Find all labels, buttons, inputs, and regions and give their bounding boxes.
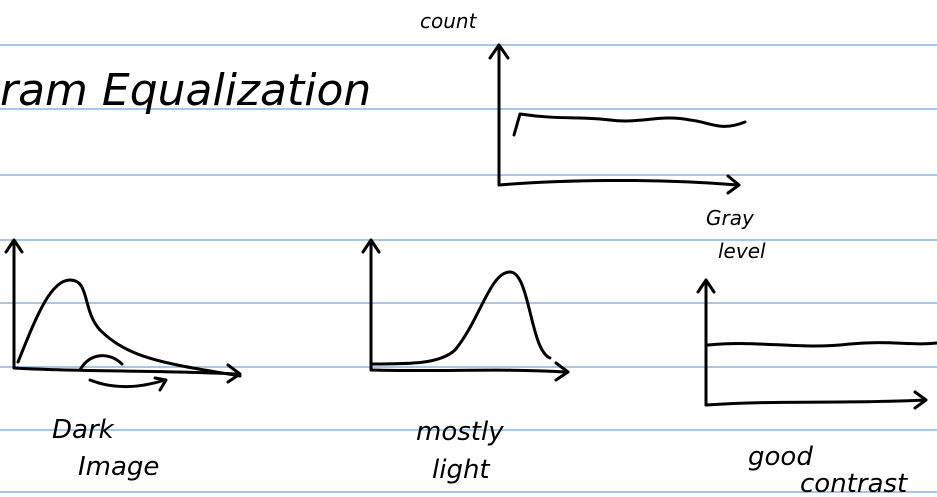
caption: good [748, 442, 813, 472]
x-axis-label: level [718, 239, 766, 263]
notes-page: ram Equalization count Gray level Dark I… [0, 0, 937, 497]
x-axis-label: Gray [706, 206, 755, 230]
title: ram Equalization [0, 65, 371, 116]
caption: mostly [416, 417, 504, 447]
caption: light [432, 455, 490, 485]
y-axis-label: count [420, 9, 478, 33]
flat-histogram [698, 280, 937, 408]
caption: contrast [800, 469, 908, 497]
target-histogram [490, 45, 745, 193]
caption: Image [78, 452, 159, 482]
caption: Dark [52, 415, 115, 445]
light-histogram [363, 240, 568, 380]
